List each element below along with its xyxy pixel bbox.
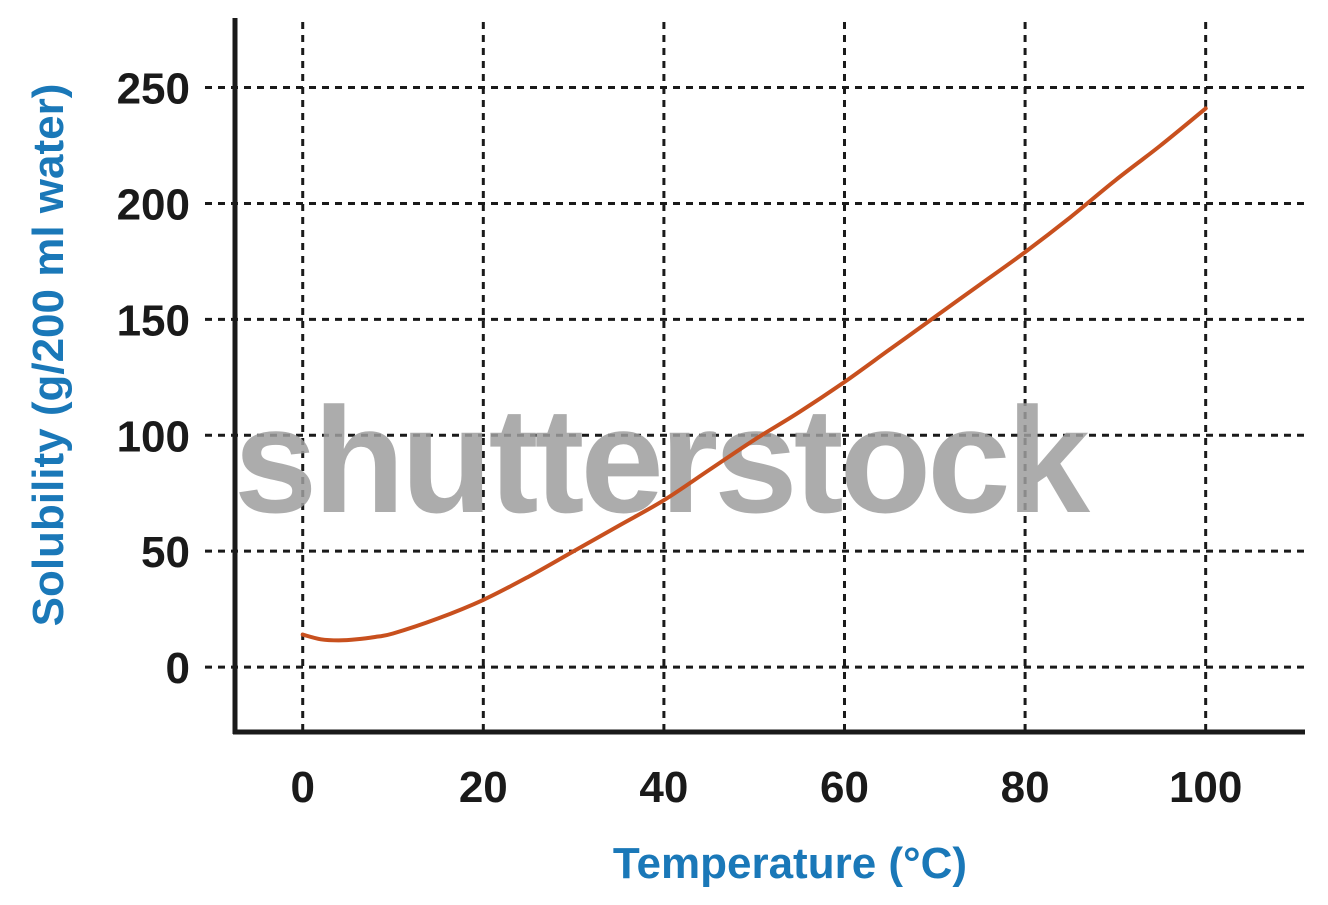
y-tick-label: 200 — [117, 180, 190, 229]
axes — [232, 18, 1305, 735]
x-tick-label: 60 — [820, 763, 869, 812]
x-tick-label: 100 — [1169, 763, 1242, 812]
x-tick-label: 40 — [639, 763, 688, 812]
tick-labels: 0 20 40 60 80 100 0 50 100 150 200 250 — [117, 65, 1243, 812]
y-axis-title: Solubility (g/200 ml water) — [24, 84, 73, 627]
watermark-logo: shutterstock — [234, 376, 1091, 544]
x-tick-label: 20 — [459, 763, 508, 812]
x-axis-title: Temperature (°C) — [613, 839, 967, 888]
y-tick-label: 150 — [117, 296, 190, 345]
grid — [205, 22, 1305, 732]
y-tick-label: 0 — [166, 644, 190, 693]
y-tick-label: 250 — [117, 65, 190, 114]
x-tick-label: 0 — [290, 763, 314, 812]
y-tick-label: 100 — [117, 412, 190, 461]
solubility-curve — [300, 106, 1208, 643]
series — [300, 106, 1208, 643]
y-tick-label: 50 — [141, 528, 190, 577]
x-tick-label: 80 — [1001, 763, 1050, 812]
